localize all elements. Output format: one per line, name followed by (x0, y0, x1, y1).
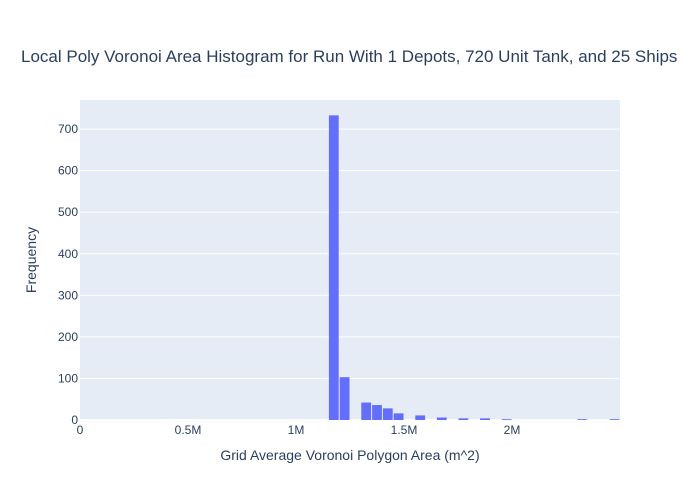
histogram-bar (361, 402, 372, 420)
histogram-bar (458, 418, 469, 420)
y-axis-title: Frequency (23, 227, 39, 293)
histogram-bar (436, 417, 447, 420)
histogram-bar (480, 418, 490, 420)
y-tick-label: 500 (58, 205, 78, 219)
histogram-bar (372, 405, 382, 420)
histogram-bar (415, 415, 426, 420)
histogram-bar (328, 115, 339, 421)
plot-area (80, 100, 620, 420)
histogram-bar (577, 419, 588, 420)
y-tick-label: 200 (58, 330, 78, 344)
x-tick-label: 0.5M (175, 423, 202, 437)
gridlines (80, 128, 620, 421)
y-tick-label: 100 (58, 371, 78, 385)
x-axis-ticks: 0 0.5M 1M 1.5M 2M (77, 423, 521, 437)
x-tick-label: 1M (288, 423, 305, 437)
chart-title: Local Poly Voronoi Area Histogram for Ru… (21, 47, 677, 66)
x-tick-label: 2M (504, 423, 521, 437)
histogram-bar (501, 419, 512, 420)
y-tick-label: 700 (58, 122, 78, 136)
histogram-bar (382, 408, 393, 420)
y-tick-label: 400 (58, 247, 78, 261)
histogram-bar (339, 377, 350, 420)
y-tick-label: 300 (58, 288, 78, 302)
x-tick-label: 0 (77, 423, 84, 437)
y-axis-ticks: 0 100 200 300 400 500 600 700 (58, 122, 78, 427)
y-tick-label: 0 (71, 413, 78, 427)
x-tick-label: 1.5M (391, 423, 418, 437)
histogram-bar (393, 413, 404, 420)
bars (328, 115, 620, 421)
histogram-bar (609, 419, 620, 420)
y-tick-label: 600 (58, 164, 78, 178)
x-axis-title: Grid Average Voronoi Polygon Area (m^2) (220, 447, 479, 463)
